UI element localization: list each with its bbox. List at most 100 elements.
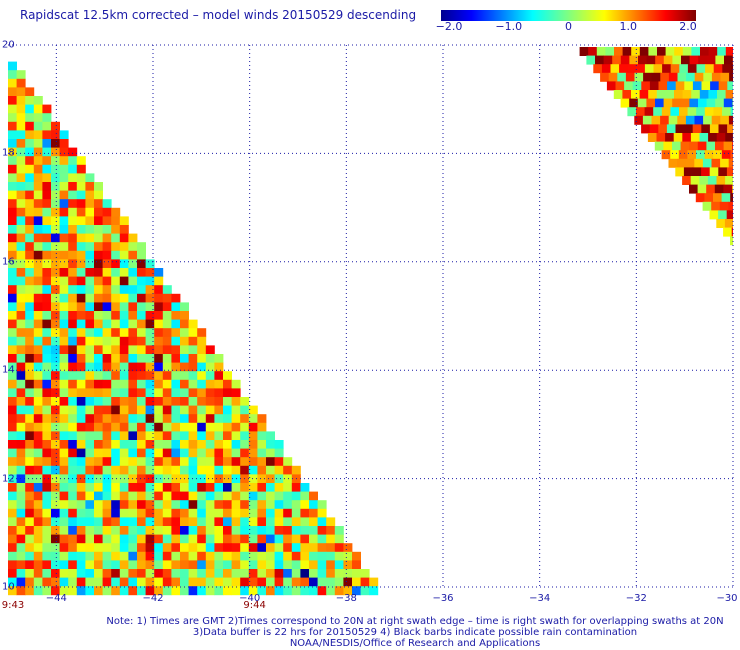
wind-cell (94, 586, 103, 596)
wind-cell (291, 483, 301, 492)
wind-cell (16, 517, 26, 527)
wind-cell (111, 534, 121, 544)
wind-cell (188, 465, 198, 475)
wind-cell (33, 526, 43, 535)
wind-cell (102, 543, 112, 553)
wind-cell (205, 560, 215, 570)
wind-cell (8, 182, 17, 191)
wind-cell (214, 414, 224, 424)
wind-cell (16, 78, 26, 88)
wind-cell (16, 328, 26, 338)
wind-cell (42, 345, 52, 355)
wind-cell (25, 139, 35, 148)
wind-cell (675, 124, 685, 134)
wind-cell (76, 190, 86, 200)
wind-cell (309, 517, 318, 527)
wind-cell (59, 560, 69, 570)
wind-cell (16, 173, 26, 183)
wind-cell (102, 388, 112, 398)
wind-cell (180, 534, 189, 544)
wind-cell (137, 285, 146, 295)
wind-cell (162, 569, 172, 578)
wind-cell (128, 422, 138, 432)
wind-cell (111, 508, 121, 518)
wind-cell (721, 150, 731, 160)
wind-cell (723, 141, 733, 151)
wind-cell (25, 293, 35, 303)
wind-cell (137, 483, 146, 492)
wind-cell (154, 345, 164, 355)
wind-cell (137, 379, 146, 389)
wind-cell (85, 457, 95, 467)
wind-cell (119, 371, 129, 381)
wind-cell (677, 72, 687, 82)
wind-cell (119, 250, 129, 260)
wind-cell (197, 560, 207, 570)
wind-cell (128, 500, 138, 510)
wind-cell (102, 302, 112, 312)
wind-cell (111, 474, 121, 484)
wind-cell (42, 551, 52, 561)
wind-cell (51, 508, 60, 518)
wind-cell (68, 173, 78, 183)
wind-cell (94, 440, 103, 449)
wind-cell (300, 577, 310, 587)
wind-cell (16, 526, 26, 535)
latitude-tick-label: 20 (2, 39, 15, 51)
wind-cell (723, 227, 733, 237)
wind-cell (16, 569, 26, 578)
wind-cell (266, 517, 275, 527)
wind-cell (33, 560, 43, 570)
wind-cell (197, 414, 207, 424)
wind-cell (33, 577, 43, 587)
wind-cell (231, 465, 241, 475)
wind-cell (704, 193, 714, 203)
wind-cell (240, 397, 250, 406)
wind-cell (8, 259, 17, 269)
wind-cell (725, 176, 733, 185)
wind-cell (94, 569, 103, 578)
wind-cell (33, 586, 43, 596)
wind-cell (137, 242, 146, 252)
wind-cell (94, 250, 103, 260)
wind-cell (675, 167, 685, 177)
wind-cell (111, 414, 121, 424)
wind-cell (119, 336, 129, 346)
wind-cell (180, 457, 189, 467)
wind-cell (8, 577, 17, 587)
wind-cell (68, 285, 78, 295)
wind-cell (697, 141, 707, 151)
wind-cell (326, 517, 336, 527)
wind-cell (720, 115, 730, 125)
wind-cell (128, 250, 138, 260)
wind-cell (59, 577, 69, 587)
wind-cell (154, 422, 164, 432)
wind-cell (257, 500, 267, 510)
wind-cell (154, 483, 164, 492)
wind-cell (699, 90, 709, 99)
wind-cell (685, 115, 695, 125)
wind-cell (137, 491, 146, 501)
wind-cell (33, 250, 43, 260)
wind-cell (154, 285, 164, 295)
wind-cell (42, 577, 52, 587)
wind-cell (595, 55, 604, 65)
wind-cell (326, 526, 336, 535)
wind-cell (709, 167, 719, 177)
wind-cell (128, 319, 138, 329)
wind-cell (603, 55, 613, 65)
wind-cell (689, 55, 699, 65)
wind-cell (85, 440, 95, 449)
wind-cell (94, 233, 103, 243)
wind-cell (666, 124, 676, 134)
wind-cell (682, 90, 692, 99)
wind-cell (42, 508, 52, 518)
wind-cell (240, 500, 250, 510)
wind-cell (25, 242, 35, 252)
wind-cell (648, 47, 658, 56)
wind-cell (240, 422, 250, 432)
wind-cell (690, 133, 700, 142)
wind-cell (8, 483, 17, 492)
wind-cell (85, 319, 95, 329)
wind-cell (180, 397, 189, 406)
